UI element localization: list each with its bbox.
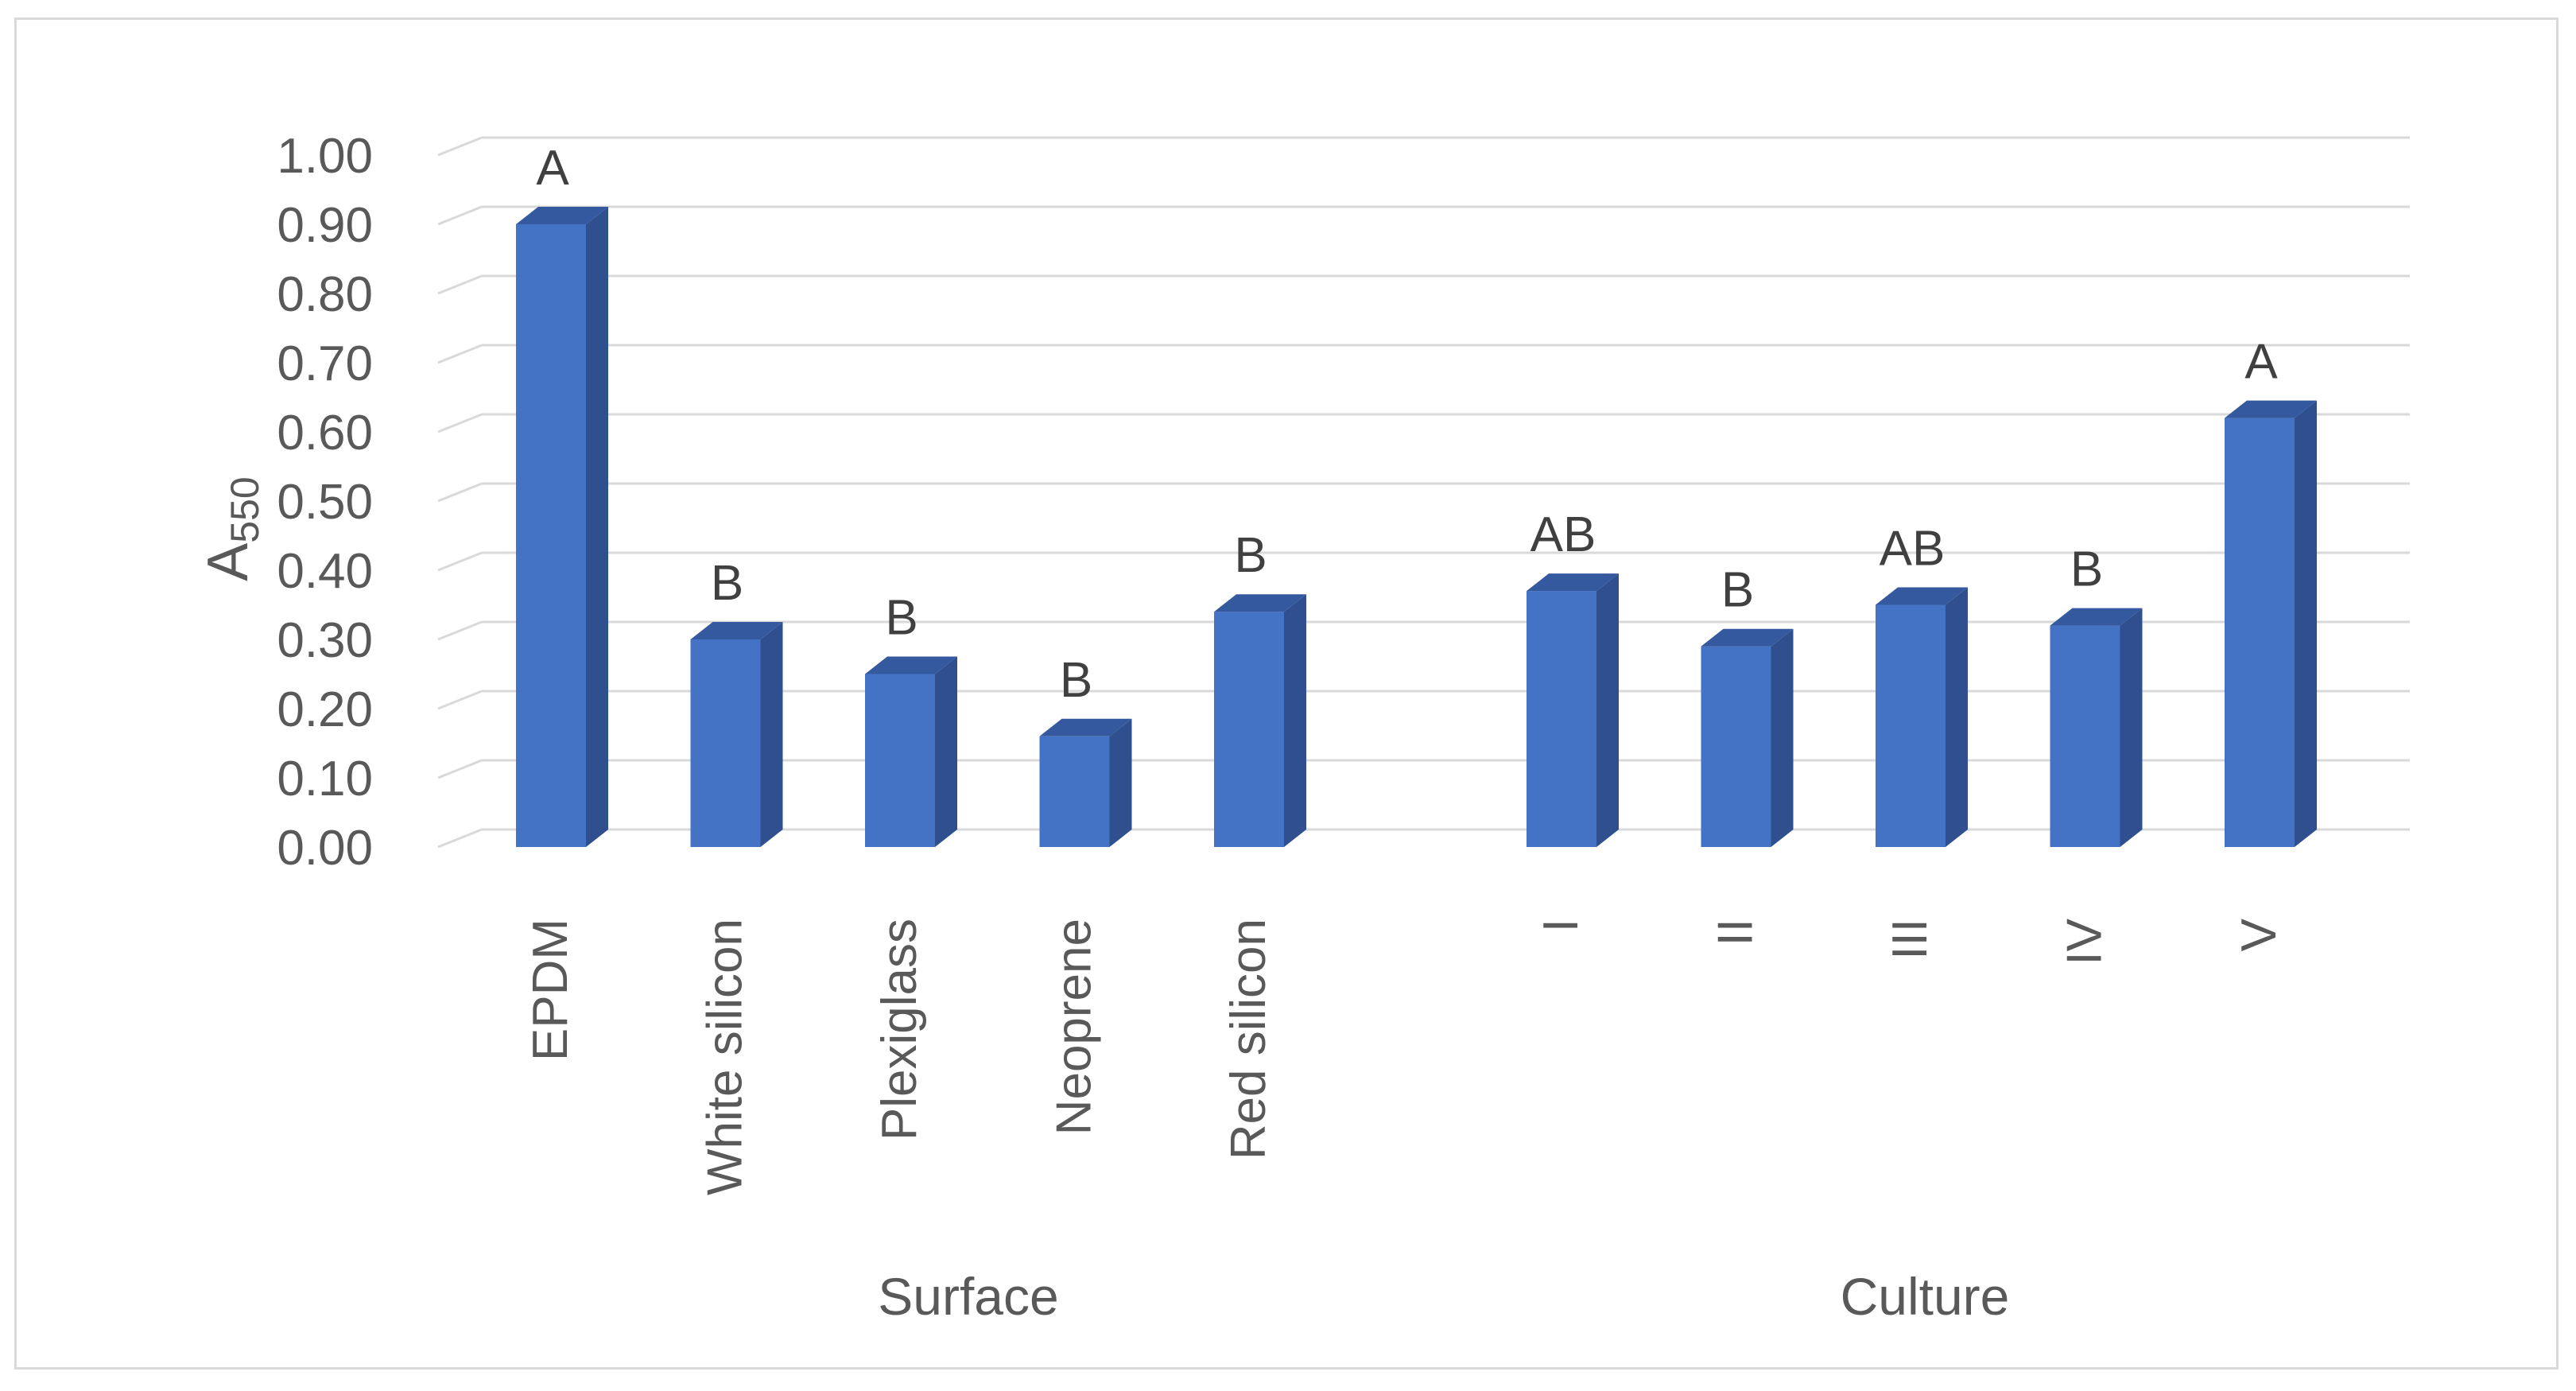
category-label: Red silicon — [1221, 919, 1276, 1160]
gridline-depth — [437, 205, 483, 226]
y-tick-label: 0.10 — [277, 752, 373, 806]
bar-front — [690, 639, 761, 847]
bar-top — [1214, 594, 1306, 612]
bar-front — [2225, 418, 2295, 847]
bar-iii — [1876, 587, 1968, 847]
significance-letter: B — [885, 591, 918, 646]
bar-front — [1039, 736, 1110, 847]
bar-ii — [1701, 628, 1794, 847]
bar-front — [865, 674, 935, 847]
bar-side — [1284, 594, 1306, 847]
bar-neoprene — [1039, 718, 1132, 847]
gridline-depth — [437, 344, 483, 364]
y-axis-title: A550 — [196, 476, 267, 581]
bar-side — [2120, 608, 2143, 847]
bar-front — [1214, 612, 1284, 847]
bar-top — [1527, 573, 1619, 592]
category-label: EPDM — [523, 919, 578, 1061]
significance-letter: B — [1721, 563, 1754, 618]
group-label: Surface — [878, 1267, 1058, 1326]
bar-top — [1701, 628, 1794, 647]
bar-top — [1876, 587, 1968, 605]
bar-side — [1596, 573, 1619, 847]
gridline-depth — [437, 828, 483, 849]
category-label: Plexiglass — [872, 919, 927, 1140]
y-tick-label: 0.80 — [277, 267, 373, 322]
bar-epdm — [516, 207, 608, 847]
bar-red-silicon — [1214, 594, 1306, 847]
gridline-depth — [437, 136, 483, 157]
bar-top — [516, 207, 608, 224]
category-label: Neoprene — [1047, 919, 1102, 1135]
chart-frame: 0.00 0.10 0.20 0.30 0.40 0.50 0.60 0.70 0.80 0.90… — [14, 17, 2559, 1370]
bar-v — [2225, 400, 2317, 848]
bar-front — [2050, 625, 2120, 847]
bar-side — [2295, 400, 2317, 848]
bar-front — [1876, 604, 1946, 847]
bar-side — [586, 207, 608, 847]
category-label: I — [1534, 919, 1589, 932]
category-label: II — [1709, 919, 1763, 946]
y-tick-label: 0.00 — [277, 821, 373, 876]
significance-letter: B — [1234, 528, 1267, 583]
gridline-depth — [437, 759, 483, 779]
y-axis-ticks: 0.00 0.10 0.20 0.30 0.40 0.50 0.60 0.70 0.80 0.90… — [277, 129, 373, 876]
bar-top — [865, 656, 957, 674]
gridline-depth — [437, 274, 483, 295]
category-label: IV — [2058, 918, 2112, 965]
y-tick-label: 1.00 — [277, 129, 373, 184]
bar-top — [690, 622, 783, 639]
bar-front — [1527, 591, 1596, 847]
bar-chart: 0.00 0.10 0.20 0.30 0.40 0.50 0.60 0.70 0.80 0.90… — [196, 129, 2410, 1326]
bar-side — [935, 656, 957, 847]
gridlines — [437, 136, 2410, 849]
significance-letter: B — [711, 556, 743, 611]
bars — [516, 207, 2317, 848]
bar-side — [1771, 628, 1794, 847]
y-tick-label: 0.70 — [277, 336, 373, 391]
group-labels: Surface Culture — [878, 1267, 2009, 1326]
gridline-depth — [437, 482, 483, 503]
bar-white-silicon — [690, 622, 783, 847]
category-label: III — [1883, 919, 1938, 960]
y-tick-label: 0.50 — [277, 475, 373, 530]
group-label: Culture — [1841, 1267, 2010, 1326]
gridline-depth — [437, 620, 483, 641]
y-tick-label: 0.40 — [277, 544, 373, 599]
category-labels: EPDM White silicon Plexiglass Neoprene Red s… — [523, 918, 2287, 1195]
bar-iv — [2050, 608, 2143, 847]
bar-plexiglass — [865, 656, 957, 847]
bar-i — [1527, 573, 1619, 847]
significance-letter: B — [1060, 653, 1092, 708]
bar-top — [2225, 400, 2317, 418]
y-tick-label: 0.60 — [277, 406, 373, 460]
y-tick-label: 0.90 — [277, 198, 373, 253]
significance-letter: AB — [1530, 507, 1596, 562]
gridline-depth — [437, 413, 483, 433]
bar-side — [760, 622, 783, 847]
category-label: V — [2232, 918, 2287, 951]
significance-letter: A — [2244, 335, 2278, 390]
bar-front — [516, 224, 586, 847]
y-tick-label: 0.20 — [277, 682, 373, 737]
bar-side — [1109, 718, 1132, 847]
significance-letter: B — [2070, 542, 2103, 597]
bar-front — [1701, 646, 1771, 847]
bar-top — [2050, 608, 2143, 626]
significance-letter: A — [536, 141, 569, 196]
bar-top — [1039, 718, 1132, 736]
significance-letter: AB — [1880, 522, 1946, 577]
bar-side — [1946, 587, 1968, 847]
gridline-depth — [437, 551, 483, 572]
category-label: White silicon — [698, 919, 753, 1195]
gridline-depth — [437, 690, 483, 710]
y-tick-label: 0.30 — [277, 613, 373, 668]
